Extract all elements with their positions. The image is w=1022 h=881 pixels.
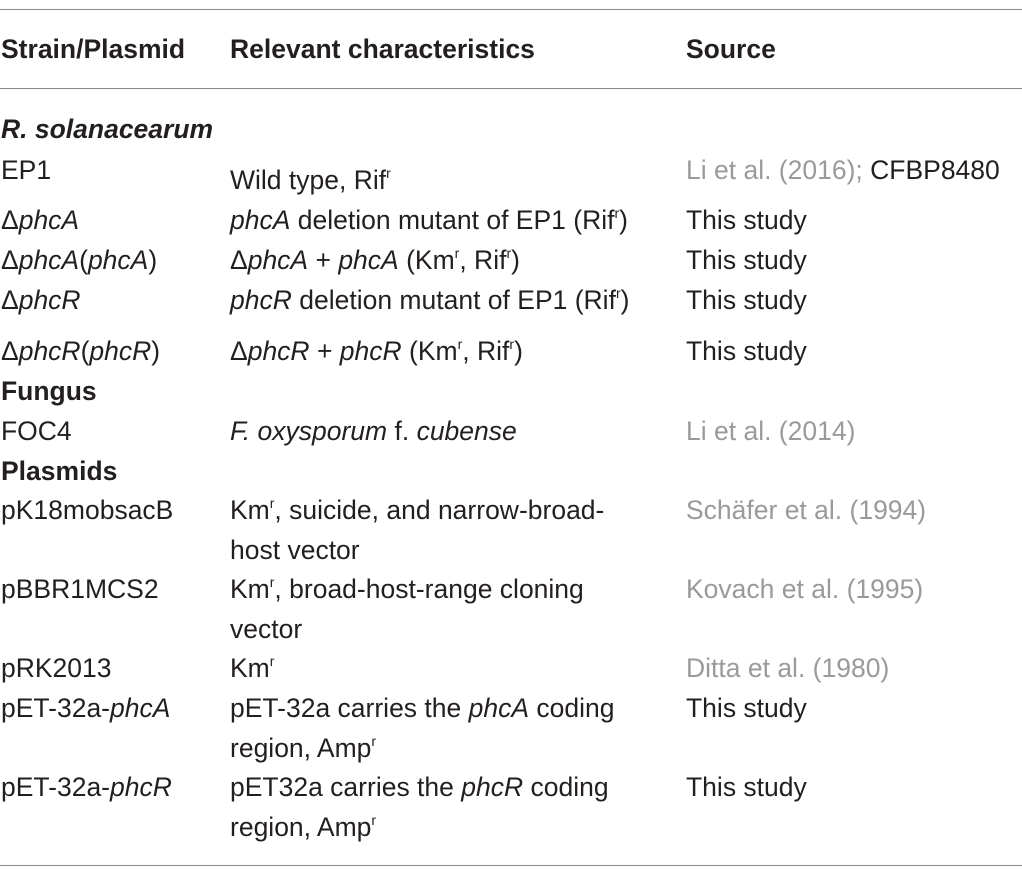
table-row-pet-phca-strain: pET-32a-phcA (1, 693, 171, 723)
table-row-foc4-source: Li et al. (2014) (686, 411, 855, 451)
table-row-pet-phca-source: This study (686, 693, 807, 723)
header-relevant-characteristics: Relevant characteristics (230, 34, 535, 64)
table-row-pbbr-source: Kovach et al. (1995) (686, 569, 923, 609)
reference-link[interactable]: Li et al. (2016); (686, 155, 863, 185)
header-strain-plasmid: Strain/Plasmid (1, 34, 186, 64)
table-row-prk-source: Ditta et al. (1980) (686, 648, 889, 688)
table-row-phcr-comp-strain: ΔphcR(phcR) (1, 336, 161, 366)
table-row-pet-phcr-source: This study (686, 772, 807, 802)
table-row-phcr-comp-source: This study (686, 336, 807, 366)
table-row-pet-phcr-strain: pET-32a-phcR (1, 772, 172, 802)
table-row-pbbr-characteristics: Kmr, broad-host-range cloning vector (230, 574, 584, 644)
table-row-ep1-strain: EP1 (1, 155, 52, 185)
header-source: Source (686, 34, 776, 64)
table-row-foc4-strain: FOC4 (1, 416, 72, 446)
header-bottom-rule (0, 88, 1022, 89)
table-row-pk18-strain: pK18mobsacB (1, 495, 174, 525)
table-row-phca-comp-strain: ΔphcA(phcA) (1, 245, 158, 275)
reference-link[interactable]: Ditta et al. (1980) (686, 653, 890, 683)
table-row-phcr-strain: ΔphcR (1, 285, 81, 315)
table-row-pet-phca-characteristics: pET-32a carries the phcA coding region, A… (230, 693, 615, 763)
table-row-pk18-characteristics: Kmr, suicide, and narrow-broad-host vect… (230, 495, 605, 565)
section-plasmids: Plasmids (1, 456, 118, 486)
table-row-ep1-source: Li et al. (2016); CFBP8480 (686, 155, 1000, 185)
table-top-rule (0, 9, 1022, 10)
table-row-pbbr-strain: pBBR1MCS2 (1, 574, 159, 604)
table-row-phcr-source: This study (686, 285, 807, 315)
reference-link[interactable]: Li et al. (2014) (686, 416, 856, 446)
section-r-solanacearum: R. solanacearum (1, 114, 214, 144)
table-row-phca-comp-source: This study (686, 245, 807, 275)
table-row-pk18-source: Schäfer et al. (1994) (686, 490, 926, 530)
table-row-pet-phcr-characteristics: pET32a carries the phcR coding region, Am… (230, 772, 609, 842)
reference-link[interactable]: Schäfer et al. (1994) (686, 495, 927, 525)
table-row-phca-strain: ΔphcA (1, 205, 80, 235)
table-row-prk-strain: pRK2013 (1, 653, 112, 683)
table-row-phca-characteristics: phcA deletion mutant of EP1 (Rifr) (230, 205, 628, 235)
table-row-phcr-characteristics: phcR deletion mutant of EP1 (Rifr) (230, 285, 630, 315)
table-row-phca-source: This study (686, 205, 807, 235)
section-fungus: Fungus (1, 376, 97, 406)
table-row-prk-characteristics: Kmr (230, 653, 275, 683)
table-row-foc4-characteristics: F. oxysporum f. cubense (230, 416, 517, 446)
table-bottom-rule (0, 865, 1022, 866)
reference-link[interactable]: Kovach et al. (1995) (686, 574, 924, 604)
table-row-phca-comp-characteristics: ΔphcA + phcA (Kmr, Rifr) (230, 245, 520, 275)
table-row-ep1-characteristics: Wild type, Rifr (230, 165, 391, 195)
table-row-phcr-comp-characteristics: ΔphcR + phcR (Kmr, Rifr) (230, 336, 523, 366)
